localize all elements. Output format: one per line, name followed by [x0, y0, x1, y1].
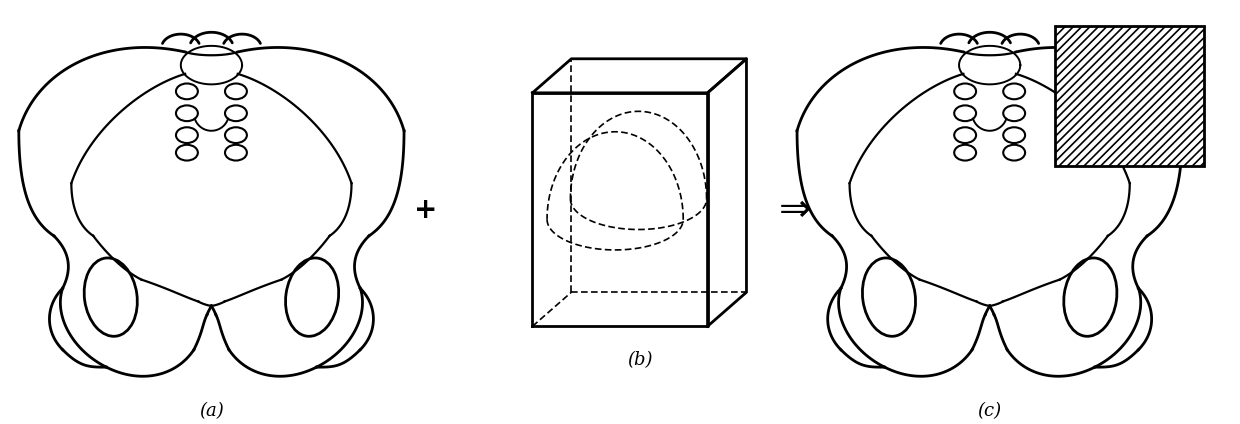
Bar [1055, 26, 1204, 166]
Text: (b): (b) [626, 351, 652, 368]
Text: ⇒: ⇒ [779, 190, 811, 229]
Text: (a): (a) [200, 402, 223, 420]
Text: +: + [414, 195, 438, 223]
Text: (c): (c) [977, 402, 1002, 420]
